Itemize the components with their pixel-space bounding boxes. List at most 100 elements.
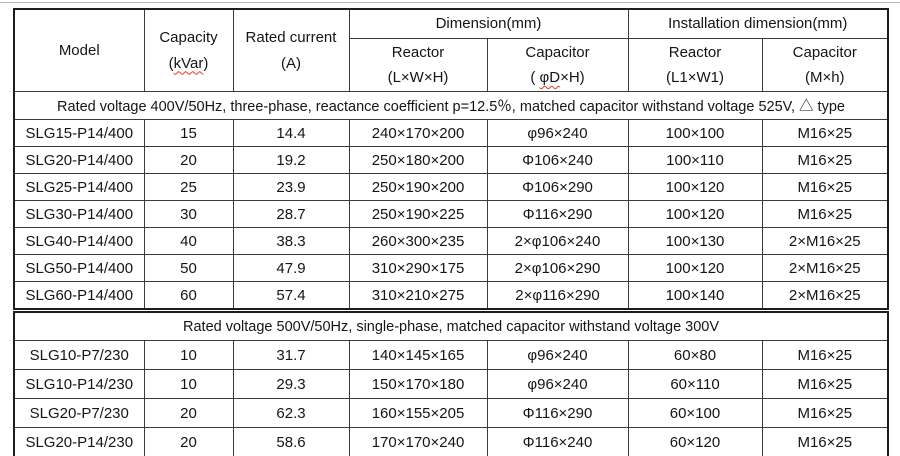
c-dim-reactor: 140×145×165 bbox=[348, 340, 488, 370]
c-capacity: 30 bbox=[143, 200, 234, 228]
spec-row: SLG25-P14/400 25 23.9 250×190×200 Φ106×2… bbox=[13, 173, 889, 201]
spec-row: SLG10-P7/230 10 31.7 140×145×165 φ96×240… bbox=[13, 340, 889, 370]
c-dim-capacitor: φ96×240 bbox=[486, 340, 629, 370]
c-inst-reactor: 60×80 bbox=[627, 340, 763, 370]
c-model: SLG30-P14/400 bbox=[13, 200, 145, 228]
c-model: SLG60-P14/400 bbox=[13, 281, 145, 310]
c-capacity: 15 bbox=[143, 119, 234, 147]
c-dim-reactor: 250×190×200 bbox=[348, 173, 488, 201]
paren-close: ) bbox=[203, 54, 209, 72]
spec-row: SLG50-P14/400 50 47.9 310×290×175 2×φ106… bbox=[13, 254, 889, 282]
c-current: 31.7 bbox=[232, 340, 350, 370]
c-capacity: 20 bbox=[143, 398, 234, 428]
c-inst-reactor: 100×140 bbox=[627, 281, 763, 310]
spec-row: SLG20-P14/230 20 58.6 170×170×240 Φ116×2… bbox=[13, 427, 889, 456]
c-inst-reactor: 100×120 bbox=[627, 200, 763, 228]
c-dim-reactor: 170×170×240 bbox=[348, 427, 488, 456]
c-dim-capacitor: 2×φ116×290 bbox=[486, 281, 629, 310]
c-inst-reactor: 60×110 bbox=[627, 369, 763, 399]
c-current: 58.6 bbox=[232, 427, 350, 456]
c-dim-reactor: 310×210×275 bbox=[348, 281, 488, 310]
c-current: 62.3 bbox=[232, 398, 350, 428]
c-capacity: 60 bbox=[143, 281, 234, 310]
spec-row: SLG10-P14/230 10 29.3 150×170×180 φ96×24… bbox=[13, 369, 889, 399]
inst-reactor-label: Reactor bbox=[668, 44, 722, 61]
paren-open: ( bbox=[168, 54, 174, 72]
c-dim-reactor: 310×290×175 bbox=[348, 254, 488, 282]
c-inst-capacitor: M16×25 bbox=[761, 119, 889, 147]
c-dim-capacitor: Φ116×290 bbox=[486, 200, 629, 228]
cropped-row-border-artifact bbox=[0, 2, 900, 3]
c-capacity: 20 bbox=[143, 427, 234, 456]
col-header-rated-current: Rated current (A) bbox=[232, 8, 350, 92]
dim-capacitor-formula: ( φD×H) bbox=[490, 65, 626, 90]
c-model: SLG25-P14/400 bbox=[13, 173, 145, 201]
c-dim-reactor: 260×300×235 bbox=[348, 227, 488, 255]
phi-d: φD bbox=[539, 69, 561, 86]
c-inst-reactor: 60×120 bbox=[627, 427, 763, 456]
rated-current-label: Rated current bbox=[245, 28, 337, 46]
c-dim-capacitor: Φ116×290 bbox=[486, 398, 629, 428]
c-inst-reactor: 60×100 bbox=[627, 398, 763, 428]
c-dim-capacitor: φ96×240 bbox=[486, 119, 629, 147]
spec-row: SLG60-P14/400 60 57.4 310×210×275 2×φ116… bbox=[13, 281, 889, 310]
capacity-unit-word: kVar bbox=[173, 54, 204, 72]
inst-capacitor-formula: (M×h) bbox=[804, 69, 845, 86]
spec-table-400v: Model Capacity (kVar) Rated current (A) … bbox=[13, 8, 890, 310]
c-capacity: 20 bbox=[143, 146, 234, 174]
c-model: SLG10-P7/230 bbox=[13, 340, 145, 370]
c-inst-capacitor: M16×25 bbox=[761, 146, 889, 174]
c-current: 14.4 bbox=[232, 119, 350, 147]
c-current: 23.9 bbox=[232, 173, 350, 201]
c-inst-capacitor: M16×25 bbox=[761, 173, 889, 201]
spec-row: SLG15-P14/400 15 14.4 240×170×200 φ96×24… bbox=[13, 119, 889, 147]
header-row-subcolumns: Reactor (L×W×H) Capacitor ( φD×H) Reacto… bbox=[14, 38, 889, 92]
c-dim-capacitor: 2×φ106×290 bbox=[486, 254, 629, 282]
col-header-dim-reactor: Reactor (L×W×H) bbox=[348, 38, 488, 92]
capacity-unit: (kVar) bbox=[147, 51, 231, 77]
c-dim-capacitor: Φ106×240 bbox=[486, 146, 629, 174]
c-inst-reactor: 100×120 bbox=[627, 173, 763, 201]
spec-row: SLG40-P14/400 40 38.3 260×300×235 2×φ106… bbox=[13, 227, 889, 255]
c-dim-capacitor: Φ116×240 bbox=[486, 427, 629, 456]
c-inst-capacitor: M16×25 bbox=[761, 427, 889, 456]
c-inst-reactor: 100×100 bbox=[627, 119, 763, 147]
c-inst-capacitor: 2×M16×25 bbox=[761, 281, 889, 310]
times-h: ×H) bbox=[560, 69, 585, 86]
spec-table-500v: Rated voltage 500V/50Hz, single-phase, m… bbox=[13, 311, 890, 456]
c-current: 28.7 bbox=[232, 200, 350, 228]
c-inst-capacitor: 2×M16×25 bbox=[761, 254, 889, 282]
c-inst-reactor: 100×130 bbox=[627, 227, 763, 255]
capacity-label: Capacity bbox=[159, 28, 218, 46]
c-capacity: 50 bbox=[143, 254, 234, 282]
col-header-capacity: Capacity (kVar) bbox=[143, 8, 234, 92]
c-current: 57.4 bbox=[232, 281, 350, 310]
spec-row: SLG20-P7/230 20 62.3 160×155×205 Φ116×29… bbox=[13, 398, 889, 428]
c-inst-capacitor: M16×25 bbox=[761, 340, 889, 370]
header-row-groups: Model Capacity (kVar) Rated current (A) … bbox=[13, 8, 889, 92]
series-note-400v: Rated voltage 400V/50Hz, three-phase, re… bbox=[13, 91, 889, 120]
c-dim-reactor: 250×190×225 bbox=[348, 200, 488, 228]
c-model: SLG15-P14/400 bbox=[13, 119, 145, 147]
c-model: SLG20-P14/230 bbox=[13, 427, 145, 456]
c-model: SLG10-P14/230 bbox=[13, 369, 145, 399]
c-dim-reactor: 160×155×205 bbox=[348, 398, 488, 428]
dim-reactor-label: Reactor bbox=[391, 44, 445, 61]
col-group-dimension: Dimension(mm) bbox=[348, 8, 629, 39]
col-header-inst-reactor: Reactor (L1×W1) bbox=[627, 38, 763, 92]
c-model: SLG40-P14/400 bbox=[13, 227, 145, 255]
c-capacity: 40 bbox=[143, 227, 234, 255]
c-current: 47.9 bbox=[232, 254, 350, 282]
c-dim-capacitor: Φ106×290 bbox=[486, 173, 629, 201]
c-capacity: 10 bbox=[143, 340, 234, 370]
c-current: 29.3 bbox=[232, 369, 350, 399]
c-inst-capacitor: M16×25 bbox=[761, 398, 889, 428]
c-dim-reactor: 250×180×200 bbox=[348, 146, 488, 174]
c-current: 38.3 bbox=[232, 227, 350, 255]
note-row-400v: Rated voltage 400V/50Hz, three-phase, re… bbox=[13, 91, 889, 120]
c-inst-capacitor: M16×25 bbox=[761, 369, 889, 399]
note-row-500v: Rated voltage 500V/50Hz, single-phase, m… bbox=[13, 311, 889, 341]
rated-current-unit: (A) bbox=[281, 54, 301, 72]
spec-row: SLG20-P14/400 20 19.2 250×180×200 Φ106×2… bbox=[13, 146, 889, 174]
